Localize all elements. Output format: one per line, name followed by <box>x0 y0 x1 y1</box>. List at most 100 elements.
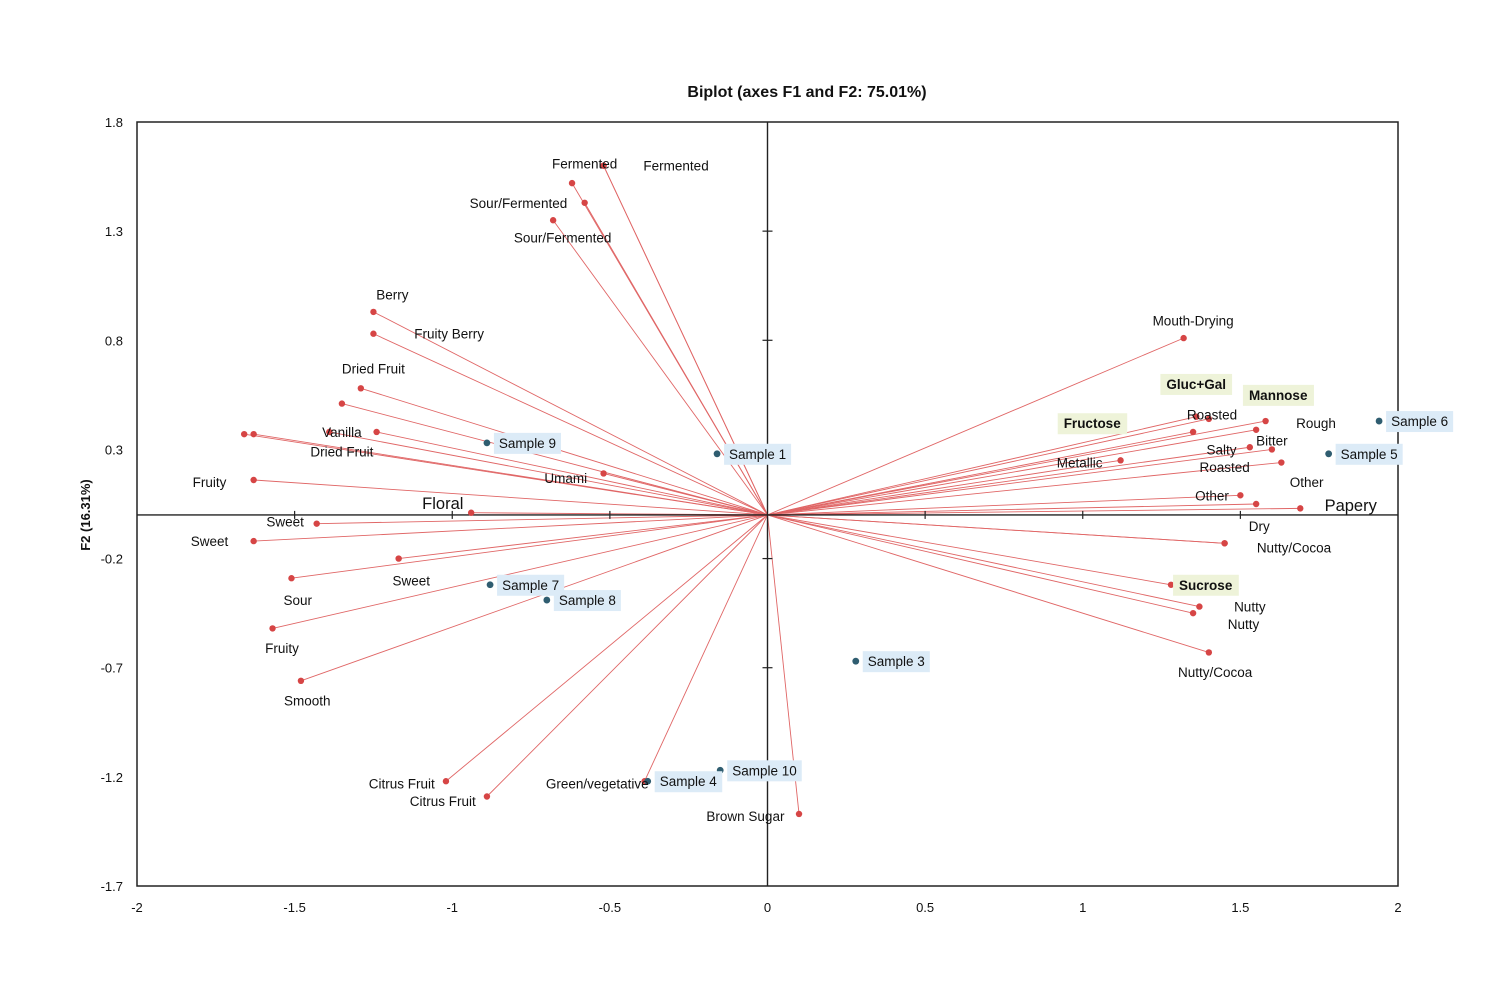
x-tick-label: -2 <box>131 900 143 915</box>
variable-label-group-30: Rough <box>1296 416 1336 431</box>
variable-point-15 <box>467 509 475 516</box>
variable-point-43 <box>1189 609 1197 617</box>
variable-label-group-6: Fruity Berry <box>414 327 484 342</box>
variable-label: Papery <box>1325 497 1378 515</box>
variable-point-18 <box>395 555 402 562</box>
loading-line-16 <box>316 514 768 525</box>
loading-line-17 <box>253 514 768 542</box>
variable-point-17 <box>250 537 257 545</box>
sugar-label-highlight <box>1057 413 1128 435</box>
variable-point-4 <box>549 217 557 224</box>
loading-line-28 <box>767 420 1266 516</box>
sample-label-highlight <box>724 443 792 465</box>
variable-label: Other <box>1195 488 1229 503</box>
x-tick-label: 0 <box>764 900 771 915</box>
variable-label: Sweet <box>266 514 304 529</box>
loading-line-33 <box>767 448 1272 516</box>
sample-label-highlight <box>497 574 565 596</box>
sample-label-highlight <box>862 651 930 673</box>
variable-label: Metallic <box>1057 456 1103 471</box>
x-tick-label: 0.5 <box>916 900 934 915</box>
variable-point-12 <box>250 430 257 438</box>
variable-label-group-26: Mouth-Drying <box>1153 314 1234 329</box>
variable-label-group-13: Umami <box>544 471 587 486</box>
variable-label: Gluc+Gal <box>1166 377 1226 392</box>
loading-line-26 <box>767 337 1184 516</box>
variable-label-group-32: Bitter <box>1256 434 1288 449</box>
variable-point-6 <box>370 330 377 337</box>
variable-label: Bitter <box>1256 434 1288 449</box>
tick-labels: -2 -1.5 -1 -0.5 0 0.5 1 1.5 2 1.8 1.3 0.8 0.3 -0.2 -0.… <box>101 115 1402 915</box>
variable-point-25 <box>795 810 803 818</box>
variable-point-38 <box>1297 505 1304 512</box>
loading-line-8 <box>341 403 768 516</box>
variable-label-group-23: Citrus Fruit <box>410 794 476 809</box>
variable-point-29 <box>1205 415 1213 423</box>
variable-label: Vanilla <box>322 425 362 440</box>
variable-label-group-10: Dried Fruit <box>310 445 373 460</box>
variable-label: Sour <box>284 593 313 608</box>
variable-point-33 <box>1268 446 1276 453</box>
x-tick-label: 1.5 <box>1231 900 1249 915</box>
variable-label: Mouth-Drying <box>1153 314 1234 329</box>
observation-point-2 <box>644 777 652 785</box>
x-tick-label: 1 <box>1079 900 1086 915</box>
variable-point-34 <box>1117 457 1124 464</box>
loading-line-24 <box>644 514 768 782</box>
variable-label: Fruity Berry <box>414 327 484 342</box>
observation-label-group-1: Sample 3 <box>862 651 930 673</box>
observation-point-5 <box>486 581 494 589</box>
variable-label-group-34: Metallic <box>1057 456 1103 471</box>
variable-label: Umami <box>544 471 587 486</box>
variable-label: Fermented <box>552 156 617 171</box>
variable-point-26 <box>1180 334 1187 342</box>
variable-point-7 <box>357 385 365 392</box>
variable-point-5 <box>370 308 377 316</box>
x-tick-label: -1 <box>446 900 458 915</box>
y-tick-label: -1.2 <box>101 770 123 785</box>
loading-line-36 <box>767 494 1241 516</box>
variable-point-20 <box>269 625 276 632</box>
y-tick-label: -0.2 <box>101 552 123 567</box>
x-tick-label: 2 <box>1394 900 1401 915</box>
variable-label-group-17: Sweet <box>191 534 229 549</box>
sample-label-highlight <box>1335 443 1403 465</box>
variable-label: Fruity <box>193 475 227 490</box>
loading-line-7 <box>360 387 768 516</box>
loading-line-41 <box>767 514 1172 586</box>
y-tick-label: -0.7 <box>101 661 123 676</box>
variable-point-27 <box>1193 413 1200 420</box>
variable-point-35 <box>1278 459 1285 466</box>
variable-label-group-41: Sucrose <box>1173 574 1239 596</box>
point-labels: Fermented Fermented Sour/Fermented Sour/Fer… <box>191 156 1454 824</box>
variable-label-group-3: Sour/Fermented <box>514 231 612 246</box>
loading-line-14 <box>253 479 768 516</box>
variable-label-group-14: Fruity <box>193 475 227 490</box>
variable-point-21 <box>297 677 305 685</box>
loading-line-21 <box>300 514 768 682</box>
variable-point-36 <box>1237 492 1244 499</box>
variable-label-group-33: Salty <box>1206 442 1236 457</box>
variable-label-group-20: Fruity <box>265 641 299 656</box>
observation-point-4 <box>1375 417 1383 425</box>
variable-label-group-37: Other <box>1290 475 1324 490</box>
observation-label: Sample 10 <box>732 763 797 778</box>
sugar-label-highlight <box>1160 373 1233 395</box>
variable-point-9 <box>373 428 380 436</box>
variable-label-group-0: Fermented <box>552 156 617 171</box>
variable-point-19 <box>288 575 295 582</box>
observation-label: Sample 6 <box>1391 414 1448 429</box>
variable-label-group-25: Brown Sugar <box>706 809 785 824</box>
variable-label-group-28: Mannose <box>1242 384 1314 406</box>
variable-label-group-36: Other <box>1195 488 1229 503</box>
loading-line-29 <box>767 418 1209 516</box>
variable-point-37 <box>1252 500 1260 508</box>
variable-point-1 <box>600 162 607 169</box>
observation-label-group-4: Sample 6 <box>1386 411 1454 433</box>
variable-label-group-18: Sweet <box>393 573 431 588</box>
loading-line-32 <box>767 446 1250 516</box>
variable-label: Dried Fruit <box>310 445 373 460</box>
loading-line-19 <box>291 514 768 579</box>
variable-point-14 <box>250 476 257 484</box>
observation-label: Sample 3 <box>868 654 925 669</box>
